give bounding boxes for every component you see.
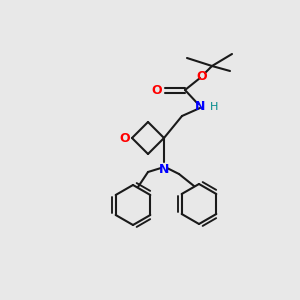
Text: N: N (159, 163, 169, 176)
Text: O: O (152, 83, 162, 97)
Text: N: N (195, 100, 205, 113)
Text: H: H (210, 102, 218, 112)
Text: O: O (120, 131, 130, 145)
Text: O: O (197, 70, 207, 83)
